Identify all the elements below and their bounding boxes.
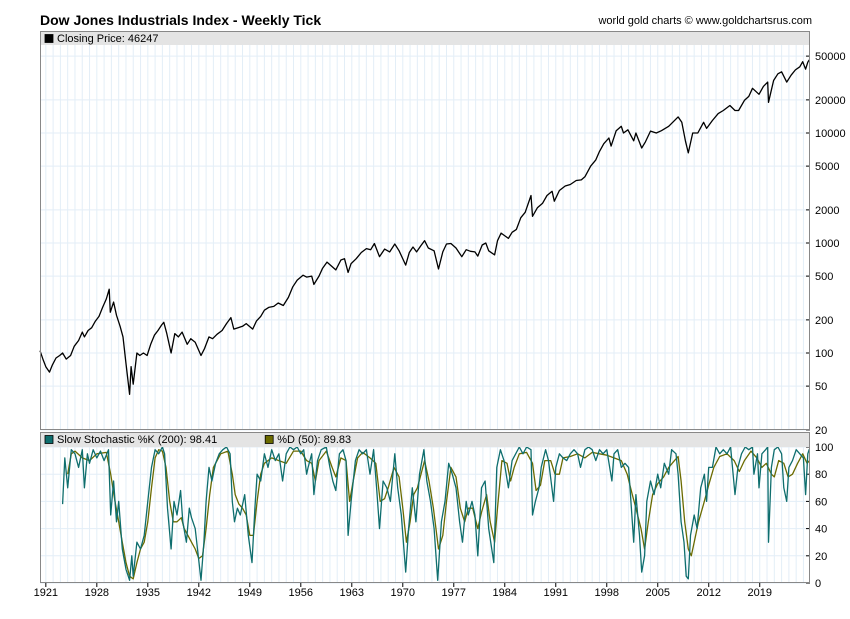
x-tick-label: 1998 xyxy=(595,587,619,599)
y-tick-label: 1000 xyxy=(815,238,839,250)
legend-label: Closing Price: 46247 xyxy=(57,33,159,45)
x-tick-label: 1949 xyxy=(238,587,262,599)
stochastic-y-tick-label: 100 xyxy=(815,442,833,454)
stochastic-y-tick-label: 0 xyxy=(815,578,821,590)
x-tick-label: 2012 xyxy=(696,587,720,599)
panel-frame xyxy=(40,31,810,430)
legend-label: Slow Stochastic %K (200): 98.41 xyxy=(57,434,217,446)
x-tick-label: 1991 xyxy=(544,587,568,599)
x-tick-label: 1942 xyxy=(187,587,211,599)
y-tick-label: 20000 xyxy=(815,95,846,107)
stochastic-y-tick-label: 40 xyxy=(815,524,827,536)
x-tick-label: 1984 xyxy=(493,587,517,599)
y-tick-label: 50 xyxy=(815,381,827,393)
legend-swatch xyxy=(44,435,54,444)
x-tick-label: 1970 xyxy=(391,587,415,599)
legend-swatch xyxy=(44,34,54,43)
x-tick-label: 1928 xyxy=(85,587,109,599)
y-tick-label: 5000 xyxy=(815,161,839,173)
stochastic-legend-band xyxy=(40,432,810,447)
stochastic-y-tick-label: 60 xyxy=(815,496,827,508)
stochastic-k-line xyxy=(61,446,810,581)
y-tick-label: 50000 xyxy=(815,51,846,63)
price-legend-band xyxy=(40,31,810,45)
y-tick-label: 20 xyxy=(815,425,827,437)
x-tick-label: 1935 xyxy=(136,587,160,599)
x-tick-label: 1963 xyxy=(340,587,364,599)
stochastic-y-tick-label: 20 xyxy=(815,551,827,563)
x-tick-label: 1956 xyxy=(289,587,313,599)
stochastic-y-tick-label: 80 xyxy=(815,469,827,481)
x-tick-label: 1977 xyxy=(442,587,466,599)
closing-price-line xyxy=(39,59,810,396)
legend-label: %D (50): 89.83 xyxy=(277,434,351,446)
y-tick-label: 500 xyxy=(815,271,833,283)
chart-title: Dow Jones Industrials Index - Weekly Tic… xyxy=(40,12,322,28)
y-tick-label: 100 xyxy=(815,348,833,360)
y-tick-label: 2000 xyxy=(815,205,839,217)
source-credit: world gold charts © www.goldchartsrus.co… xyxy=(598,15,812,27)
y-tick-label: 200 xyxy=(815,315,833,327)
x-tick-label: 2019 xyxy=(747,587,771,599)
x-tick-label: 2005 xyxy=(646,587,670,599)
legend-swatch xyxy=(264,435,274,444)
panel-frame xyxy=(40,432,810,583)
x-tick-label: 1921 xyxy=(34,587,58,599)
y-tick-label: 10000 xyxy=(815,128,846,140)
